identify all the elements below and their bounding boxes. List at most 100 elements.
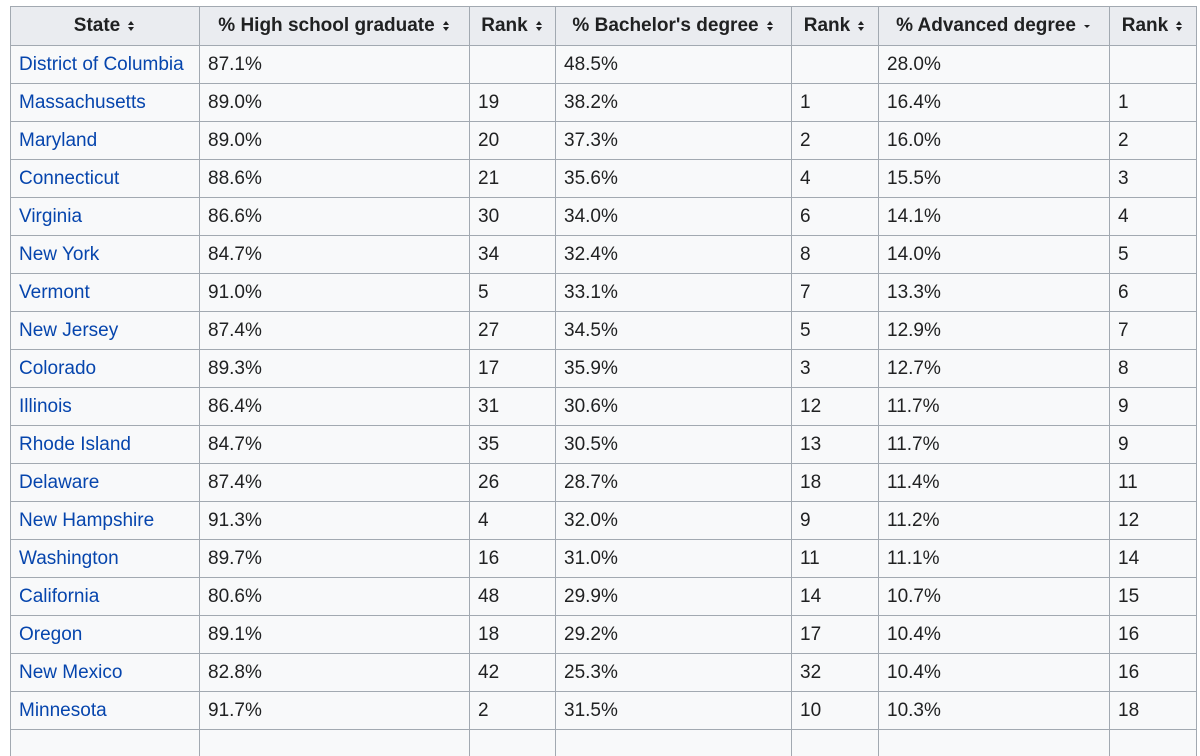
bachelors-cell: 33.1% bbox=[555, 273, 792, 312]
state-link[interactable]: District of Columbia bbox=[19, 53, 184, 75]
bachelors-cell: 38.2% bbox=[555, 83, 792, 122]
table-row: New Hampshire 91.3% 4 32.0% 9 11.2% 12 bbox=[10, 501, 1197, 540]
ba-rank-cell: 5 bbox=[791, 311, 879, 350]
hs-grad-cell: 89.3% bbox=[199, 349, 470, 388]
state-link[interactable]: New York bbox=[19, 243, 100, 265]
column-header-label: Rank bbox=[803, 15, 851, 36]
sort-both-icon[interactable] bbox=[441, 19, 451, 33]
bachelors-cell: 37.3% bbox=[555, 121, 792, 160]
hs-grad-cell: 89.0% bbox=[199, 121, 470, 160]
ba-rank-cell: 12 bbox=[791, 387, 879, 426]
hs-rank-cell: 18 bbox=[469, 615, 556, 654]
column-header-content: Rank bbox=[804, 15, 866, 37]
hs-grad-cell: 89.0% bbox=[199, 83, 470, 122]
column-header-advanced[interactable]: % Advanced degree bbox=[878, 6, 1110, 46]
hs-rank-cell: 26 bbox=[469, 463, 556, 502]
advanced-cell: 10.4% bbox=[878, 653, 1110, 692]
hs-rank-cell: 31 bbox=[469, 387, 556, 426]
sort-both-icon[interactable] bbox=[765, 19, 775, 33]
state-cell: Massachusetts bbox=[10, 83, 200, 122]
state-link[interactable]: Virginia bbox=[19, 205, 83, 227]
adv-rank-cell: 7 bbox=[1109, 311, 1197, 350]
table-body: District of Columbia 87.1% 48.5% 28.0% Massa… bbox=[10, 45, 1197, 756]
ba-rank-cell: 3 bbox=[791, 349, 879, 388]
column-header-label: Rank bbox=[481, 15, 528, 36]
table-row: Rhode Island 84.7% 35 30.5% 13 11.7% 9 bbox=[10, 425, 1197, 464]
empty-cell bbox=[555, 729, 792, 756]
state-link[interactable]: New Jersey bbox=[19, 319, 119, 341]
column-header-label: % Bachelor's degree bbox=[572, 15, 759, 36]
state-cell: New Mexico bbox=[10, 653, 200, 692]
hs-rank-cell: 19 bbox=[469, 83, 556, 122]
state-cell: Washington bbox=[10, 539, 200, 578]
ba-rank-cell: 8 bbox=[791, 235, 879, 274]
header-row: State % High school graduate Rank % Bachelo… bbox=[10, 6, 1197, 46]
state-cell: California bbox=[10, 577, 200, 616]
column-header-content: % Bachelor's degree bbox=[572, 15, 774, 37]
hs-grad-cell: 86.6% bbox=[199, 197, 470, 236]
column-header-hs-rank[interactable]: Rank bbox=[469, 6, 556, 46]
column-header-bachelors[interactable]: % Bachelor's degree bbox=[555, 6, 792, 46]
adv-rank-cell: 16 bbox=[1109, 653, 1197, 692]
table-row-partial bbox=[10, 729, 1197, 756]
state-link[interactable]: Colorado bbox=[19, 357, 97, 379]
bachelors-cell: 34.0% bbox=[555, 197, 792, 236]
column-header-adv-rank[interactable]: Rank bbox=[1109, 6, 1197, 46]
advanced-cell: 14.1% bbox=[878, 197, 1110, 236]
sort-both-icon[interactable] bbox=[1174, 19, 1184, 33]
state-link[interactable]: Connecticut bbox=[19, 167, 120, 189]
column-header-state[interactable]: State bbox=[10, 6, 200, 46]
state-cell: New Hampshire bbox=[10, 501, 200, 540]
ba-rank-cell: 7 bbox=[791, 273, 879, 312]
hs-grad-cell: 84.7% bbox=[199, 235, 470, 274]
state-cell: District of Columbia bbox=[10, 45, 200, 84]
advanced-cell: 11.2% bbox=[878, 501, 1110, 540]
state-cell: Illinois bbox=[10, 387, 200, 426]
state-link[interactable]: Massachusetts bbox=[19, 91, 146, 113]
table-row: Illinois 86.4% 31 30.6% 12 11.7% 9 bbox=[10, 387, 1197, 426]
adv-rank-cell: 3 bbox=[1109, 159, 1197, 198]
state-link[interactable]: Minnesota bbox=[19, 699, 107, 721]
adv-rank-cell: 9 bbox=[1109, 387, 1197, 426]
table-row: Delaware 87.4% 26 28.7% 18 11.4% 11 bbox=[10, 463, 1197, 502]
ba-rank-cell: 17 bbox=[791, 615, 879, 654]
state-link[interactable]: Oregon bbox=[19, 623, 83, 645]
table-row: Maryland 89.0% 20 37.3% 2 16.0% 2 bbox=[10, 121, 1197, 160]
state-link[interactable]: New Mexico bbox=[19, 661, 123, 683]
column-header-hs-grad[interactable]: % High school graduate bbox=[199, 6, 470, 46]
state-link[interactable]: Rhode Island bbox=[19, 433, 131, 455]
bachelors-cell: 48.5% bbox=[555, 45, 792, 84]
state-link[interactable]: New Hampshire bbox=[19, 509, 155, 531]
state-link[interactable]: Illinois bbox=[19, 395, 72, 417]
table-row: New Jersey 87.4% 27 34.5% 5 12.9% 7 bbox=[10, 311, 1197, 350]
column-header-label: Rank bbox=[1121, 15, 1169, 36]
hs-grad-cell: 87.4% bbox=[199, 463, 470, 502]
bachelors-cell: 25.3% bbox=[555, 653, 792, 692]
state-link[interactable]: California bbox=[19, 585, 100, 607]
hs-grad-cell: 91.3% bbox=[199, 501, 470, 540]
state-link[interactable]: Maryland bbox=[19, 129, 98, 151]
hs-grad-cell: 87.1% bbox=[199, 45, 470, 84]
hs-grad-cell: 80.6% bbox=[199, 577, 470, 616]
hs-grad-cell: 86.4% bbox=[199, 387, 470, 426]
empty-cell bbox=[469, 729, 556, 756]
hs-grad-cell: 89.1% bbox=[199, 615, 470, 654]
sort-descending-icon[interactable] bbox=[1082, 19, 1092, 33]
table-row: District of Columbia 87.1% 48.5% 28.0% bbox=[10, 45, 1197, 84]
sort-both-icon[interactable] bbox=[126, 19, 136, 33]
bachelors-cell: 35.9% bbox=[555, 349, 792, 388]
table-row: Connecticut 88.6% 21 35.6% 4 15.5% 3 bbox=[10, 159, 1197, 198]
state-link[interactable]: Washington bbox=[19, 547, 119, 569]
column-header-ba-rank[interactable]: Rank bbox=[791, 6, 879, 46]
column-header-label: % Advanced degree bbox=[896, 15, 1076, 36]
hs-grad-cell: 91.0% bbox=[199, 273, 470, 312]
state-link[interactable]: Vermont bbox=[19, 281, 90, 303]
state-cell: New Jersey bbox=[10, 311, 200, 350]
sort-both-icon[interactable] bbox=[856, 19, 866, 33]
empty-cell bbox=[199, 729, 470, 756]
adv-rank-cell: 5 bbox=[1109, 235, 1197, 274]
sort-both-icon[interactable] bbox=[534, 19, 544, 33]
hs-rank-cell: 20 bbox=[469, 121, 556, 160]
state-link[interactable]: Delaware bbox=[19, 471, 100, 493]
advanced-cell: 14.0% bbox=[878, 235, 1110, 274]
